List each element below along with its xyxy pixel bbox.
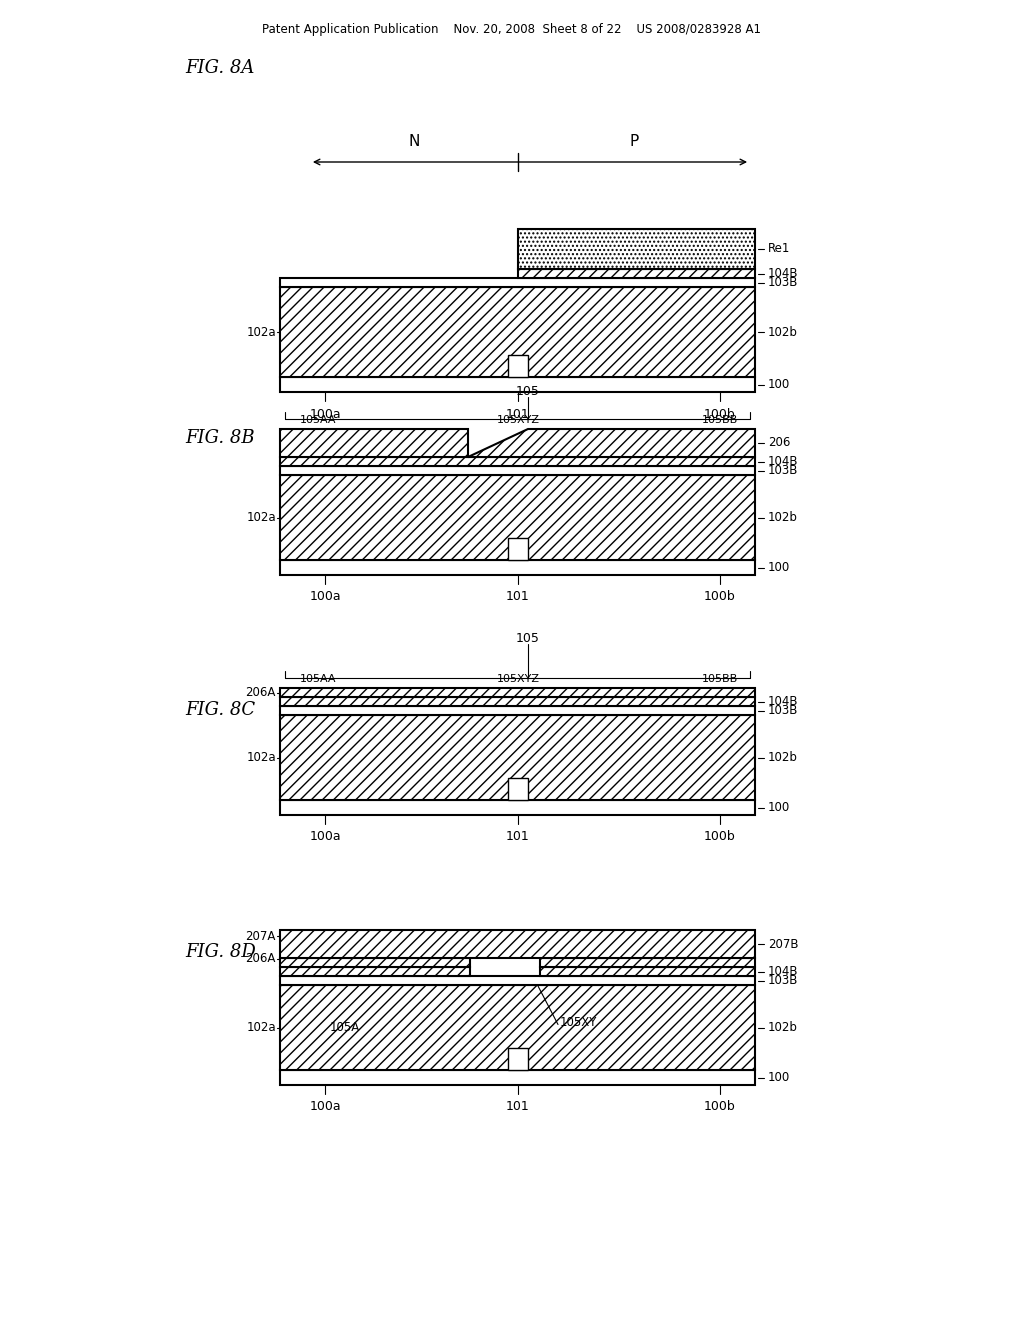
Bar xyxy=(540,958,755,968)
Text: 102a: 102a xyxy=(247,1020,276,1034)
Text: 105BB: 105BB xyxy=(701,675,738,684)
Text: 103B: 103B xyxy=(768,465,799,477)
Text: 100a: 100a xyxy=(309,830,341,843)
Text: Patent Application Publication    Nov. 20, 2008  Sheet 8 of 22    US 2008/028392: Patent Application Publication Nov. 20, … xyxy=(262,24,762,37)
Text: 100b: 100b xyxy=(705,590,736,603)
Bar xyxy=(518,228,755,269)
Text: 103B: 103B xyxy=(768,704,799,717)
Bar xyxy=(280,688,755,697)
Bar xyxy=(280,378,755,392)
Text: 105XYZ: 105XYZ xyxy=(497,414,540,425)
Bar xyxy=(280,706,755,715)
Bar xyxy=(280,457,755,466)
Text: 206A: 206A xyxy=(246,952,276,965)
Text: 102b: 102b xyxy=(768,751,798,764)
Text: 102b: 102b xyxy=(768,1020,798,1034)
Bar xyxy=(280,697,755,706)
Text: 101: 101 xyxy=(506,830,529,843)
Bar xyxy=(280,958,470,968)
Text: 100b: 100b xyxy=(705,830,736,843)
Text: FIG. 8C: FIG. 8C xyxy=(185,701,255,719)
Text: 207B: 207B xyxy=(768,937,799,950)
Text: 101: 101 xyxy=(506,1101,529,1114)
Bar xyxy=(280,1071,755,1085)
Bar xyxy=(280,985,755,1071)
Text: 100: 100 xyxy=(768,801,791,814)
Polygon shape xyxy=(468,429,755,457)
Bar xyxy=(280,466,755,475)
Bar xyxy=(280,975,755,985)
Text: FIG. 8D: FIG. 8D xyxy=(185,942,256,961)
Bar xyxy=(280,286,755,378)
Bar xyxy=(280,715,755,800)
Text: 103B: 103B xyxy=(768,974,799,987)
Text: Re1: Re1 xyxy=(768,243,791,256)
Text: 105XY: 105XY xyxy=(559,1016,597,1030)
Text: 105: 105 xyxy=(515,384,540,397)
Text: 102b: 102b xyxy=(768,511,798,524)
Bar xyxy=(508,355,528,378)
Text: 101: 101 xyxy=(506,590,529,603)
Bar xyxy=(518,269,755,279)
Text: P: P xyxy=(630,135,639,149)
Bar xyxy=(508,539,528,560)
Text: 100: 100 xyxy=(768,561,791,574)
Text: 104B: 104B xyxy=(768,965,799,978)
Text: N: N xyxy=(409,135,420,149)
Text: 101: 101 xyxy=(506,408,529,421)
Bar xyxy=(280,800,755,814)
Bar xyxy=(280,560,755,576)
Text: 100: 100 xyxy=(768,1071,791,1084)
Text: FIG. 8B: FIG. 8B xyxy=(185,429,255,447)
Text: 104B: 104B xyxy=(768,696,799,708)
Text: 100a: 100a xyxy=(309,408,341,421)
Text: 100b: 100b xyxy=(705,1101,736,1114)
Text: 102a: 102a xyxy=(247,511,276,524)
Text: FIG. 8A: FIG. 8A xyxy=(185,59,254,77)
Bar xyxy=(508,777,528,800)
Text: 207A: 207A xyxy=(246,929,276,942)
Text: 105BB: 105BB xyxy=(701,414,738,425)
Polygon shape xyxy=(280,429,468,457)
Bar xyxy=(280,931,755,958)
Text: 102b: 102b xyxy=(768,326,798,338)
Text: 100a: 100a xyxy=(309,590,341,603)
Text: 102a: 102a xyxy=(247,751,276,764)
Bar xyxy=(280,279,755,286)
Text: 105: 105 xyxy=(515,631,540,644)
Text: 105A: 105A xyxy=(330,1020,360,1034)
Text: 104B: 104B xyxy=(768,267,799,280)
Text: 105AA: 105AA xyxy=(300,414,336,425)
Text: 103B: 103B xyxy=(768,276,799,289)
Text: 100: 100 xyxy=(768,378,791,391)
Text: 104B: 104B xyxy=(768,455,799,469)
Bar xyxy=(508,1048,528,1071)
Bar xyxy=(280,968,470,975)
Bar xyxy=(540,968,755,975)
Text: 100b: 100b xyxy=(705,408,736,421)
Text: 206A: 206A xyxy=(246,686,276,700)
Text: 102a: 102a xyxy=(247,326,276,338)
Text: 206: 206 xyxy=(768,437,791,450)
Text: 105XYZ: 105XYZ xyxy=(497,675,540,684)
Bar xyxy=(280,475,755,560)
Text: 105AA: 105AA xyxy=(300,675,336,684)
Text: 100a: 100a xyxy=(309,1101,341,1114)
